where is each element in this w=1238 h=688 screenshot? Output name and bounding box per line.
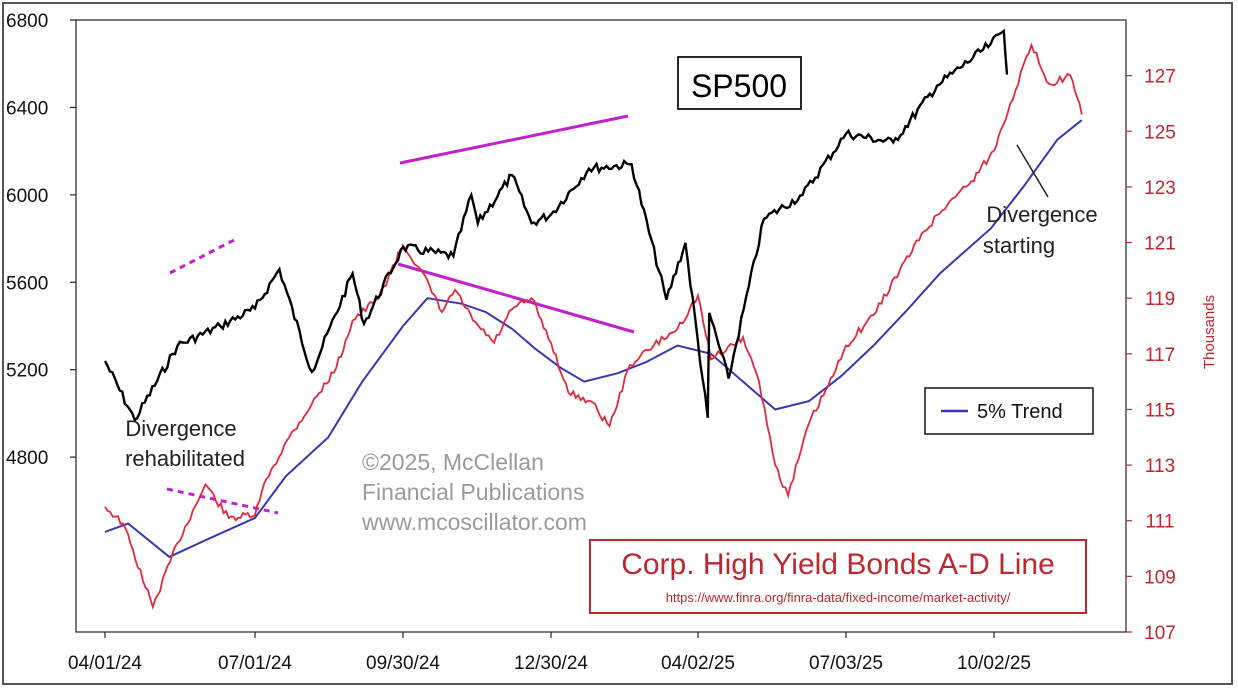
x-tick-label: 10/02/25	[957, 653, 1031, 674]
ad-title-box: Corp. High Yield Bonds A-D Line https://…	[589, 539, 1087, 614]
watermark: ©2025, McClellan Financial Publications …	[361, 449, 587, 535]
left-tick-label: 6800	[6, 11, 48, 32]
right-tick-label: 111	[1146, 512, 1175, 533]
plot-area	[75, 19, 1127, 633]
right-tick-label: 123	[1144, 178, 1176, 199]
x-axis-ticks: 04/01/24 07/01/24 09/30/24 12/30/24 04/02/25…	[68, 632, 1031, 674]
svg-text:www.mcoscillator.com: www.mcoscillator.com	[361, 509, 587, 535]
ad-trendline-lower	[397, 262, 635, 334]
x-tick-label: 09/30/24	[366, 653, 440, 674]
right-tick-label: 119	[1145, 289, 1175, 310]
series-line-5pct-trend	[104, 119, 1083, 559]
right-tick-label: 125	[1144, 122, 1176, 143]
right-tick-label: 107	[1144, 623, 1176, 644]
legend: 5% Trend	[924, 387, 1094, 435]
divergence-rehabilitated-line-1: Divergence	[125, 416, 236, 441]
right-axis-ticks: 127 125 123 121 119 117 115 113 111 109 107	[1126, 67, 1176, 644]
divergence-pointer	[1016, 144, 1049, 198]
divergence-rehabilitated-line-2: rehabilitated	[125, 446, 245, 471]
left-tick-label: 6400	[6, 98, 48, 119]
legend-label: 5% Trend	[977, 401, 1063, 423]
left-tick-label: 4800	[6, 448, 48, 469]
right-tick-label: 113	[1145, 456, 1175, 477]
ad-title: Corp. High Yield Bonds A-D Line	[621, 548, 1055, 581]
right-tick-label: 127	[1144, 67, 1176, 88]
x-tick-label: 12/30/24	[514, 653, 588, 674]
left-axis-ticks: 6800 6400 6000 5600 5200 4800	[6, 11, 76, 469]
svg-text:©2025, McClellan: ©2025, McClellan	[362, 449, 544, 475]
right-axis-title: Thousands	[1201, 295, 1218, 369]
left-tick-label: 5200	[6, 361, 48, 382]
sp500-trendline-upper	[399, 114, 629, 165]
sp500-label-box: SP500	[677, 56, 802, 110]
right-tick-label: 115	[1145, 400, 1175, 421]
divergence-starting-line-2: starting	[983, 233, 1055, 258]
x-tick-label: 07/03/25	[809, 653, 883, 674]
right-tick-label: 117	[1145, 345, 1175, 366]
series-line-sp500	[103, 28, 1009, 422]
divergence-starting-line-1: Divergence	[986, 202, 1097, 227]
trendlines	[166, 114, 635, 515]
sp500-label: SP500	[691, 68, 787, 104]
right-tick-label: 121	[1144, 234, 1176, 255]
ad-url: https://www.finra.org/finra-data/fixed-i…	[666, 590, 1011, 605]
svg-text:Financial Publications: Financial Publications	[362, 479, 584, 505]
right-tick-label: 109	[1144, 567, 1176, 588]
x-tick-label: 04/01/24	[68, 653, 142, 674]
left-tick-label: 5600	[6, 273, 48, 294]
x-tick-label: 07/01/24	[218, 653, 292, 674]
x-tick-label: 04/02/25	[661, 653, 735, 674]
sp500-dashed-trendline	[169, 236, 239, 275]
ad-dashed-trendline	[166, 487, 279, 515]
left-tick-label: 6000	[6, 186, 48, 207]
series-line-ad-line	[104, 42, 1083, 611]
